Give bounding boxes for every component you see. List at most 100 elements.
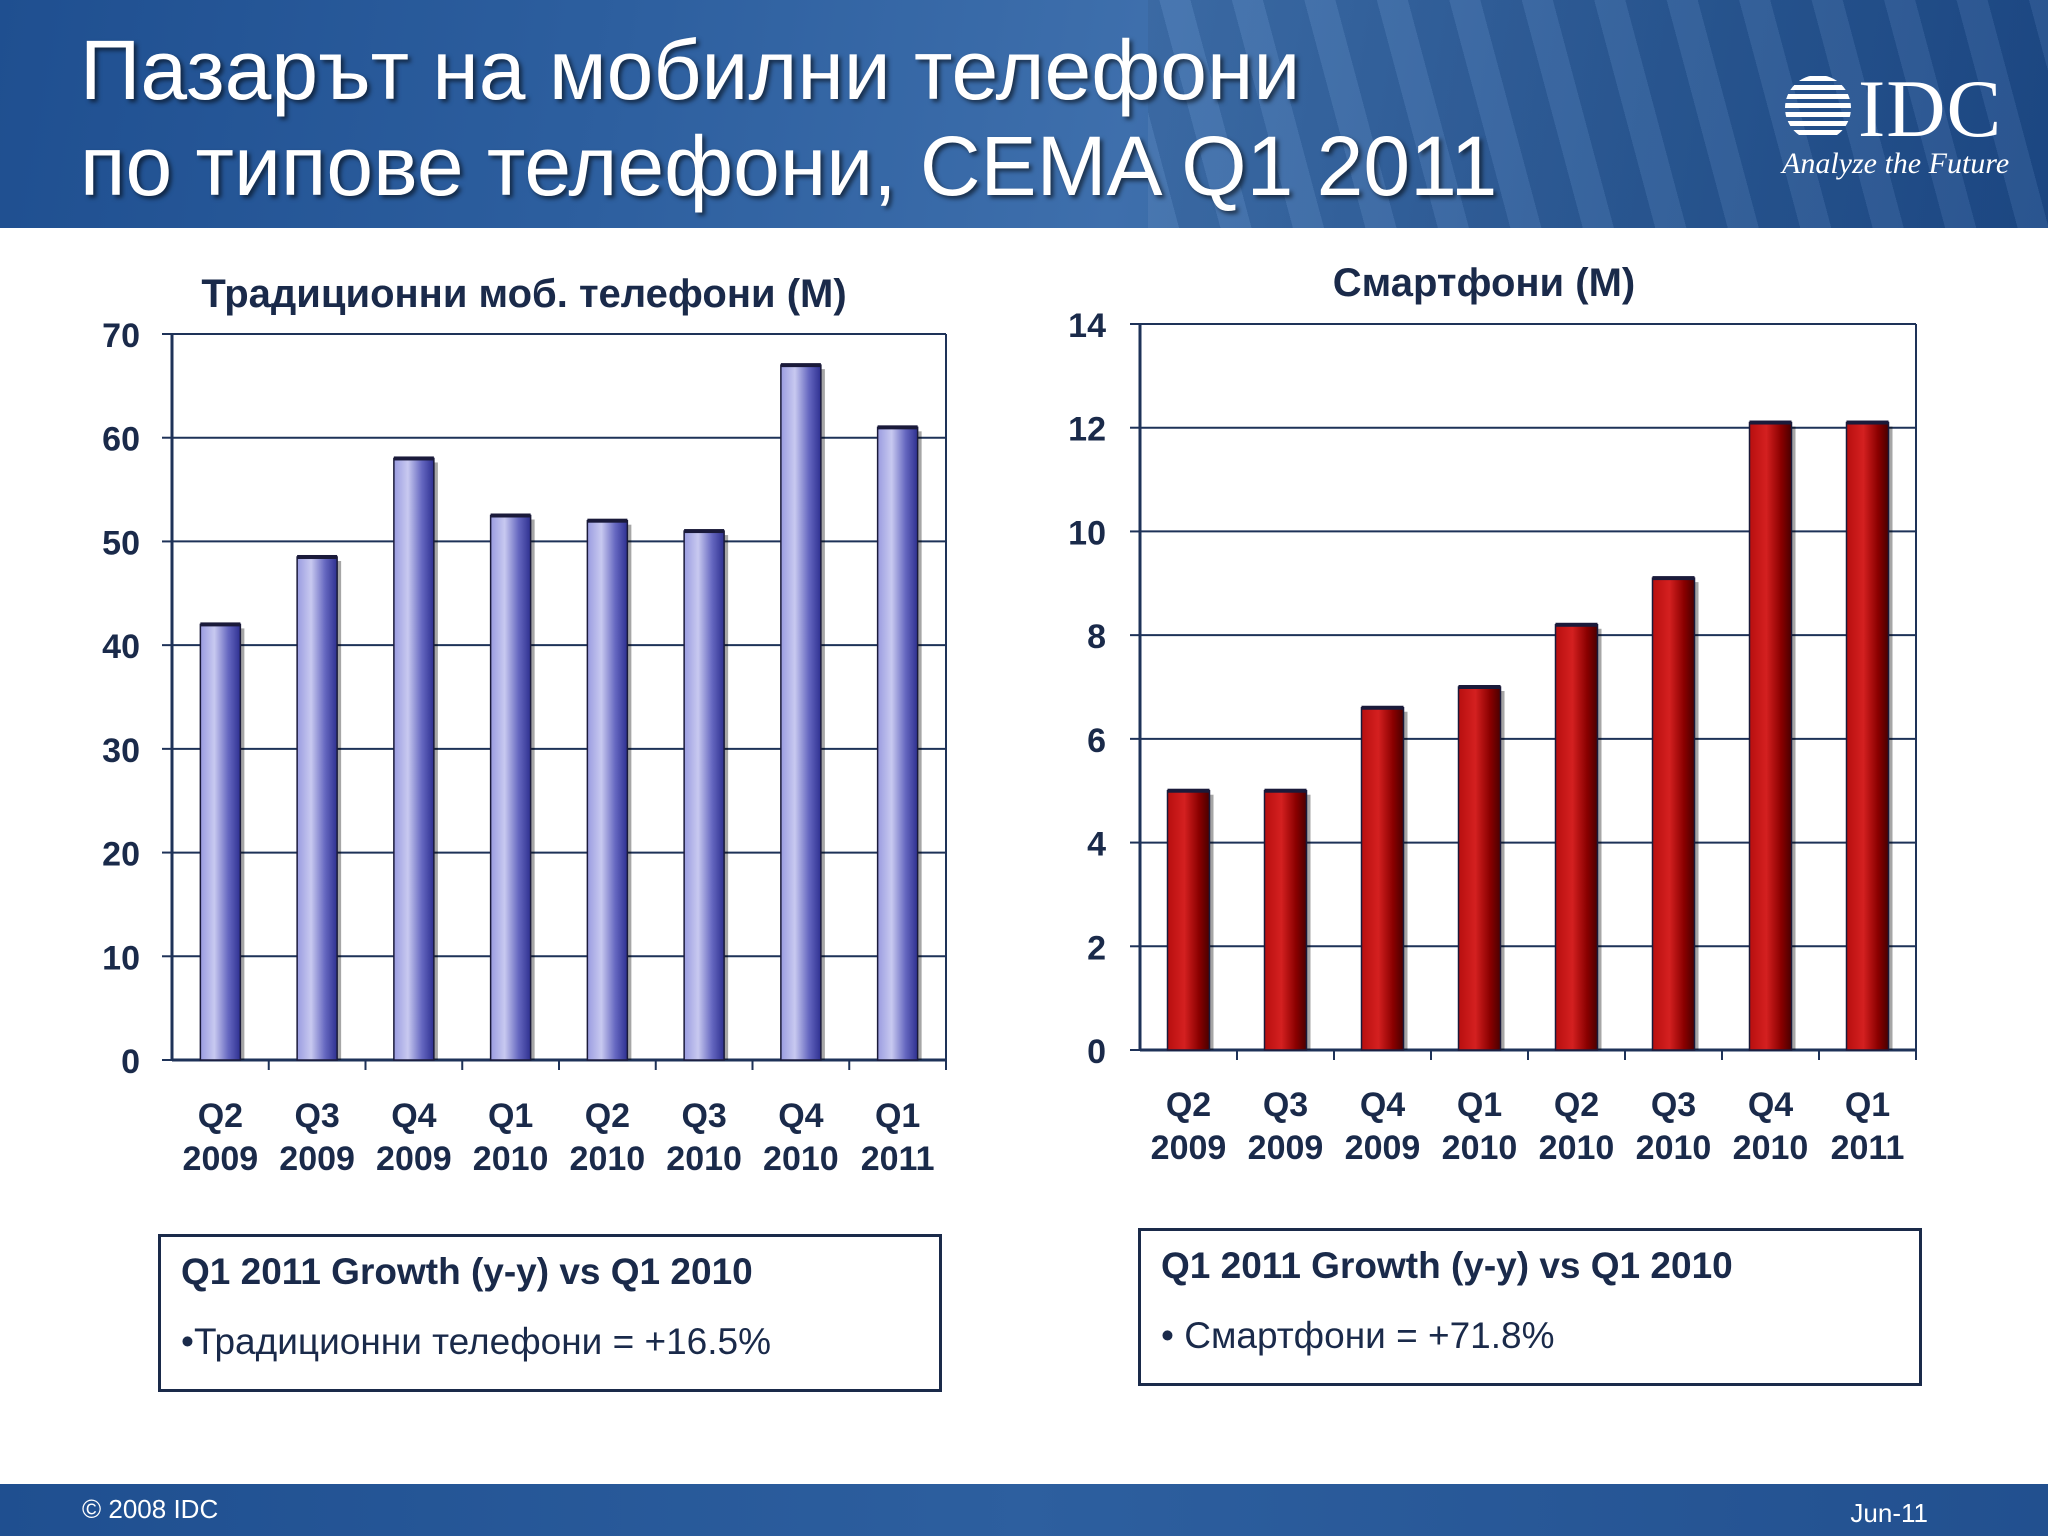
smartphone-bar-cap — [1458, 685, 1501, 689]
smartphone-category-label-year: 2010 — [1636, 1129, 1712, 1167]
traditional-phones-chart: Традиционни моб. телефони (M) 0 10 20 30 40 50… — [102, 272, 947, 1178]
smartphone-category-label: Q3 2009 — [1248, 1086, 1324, 1167]
traditional-y-tick-label: 60 — [102, 421, 140, 459]
smartphone-category-label-quarter: Q1 — [1845, 1086, 1890, 1124]
traditional-category-label: Q3 2010 — [666, 1097, 742, 1178]
smartphone-bar — [1457, 686, 1502, 1051]
traditional-bar-cap — [780, 363, 821, 368]
smartphone-bar-cap — [1167, 788, 1210, 793]
smartphone-bar — [1748, 421, 1793, 1051]
smartphone-category-label-year: 2010 — [1442, 1129, 1518, 1167]
traditional-growth-heading: Q1 2011 Growth (y-y) vs Q1 2010 — [181, 1251, 753, 1292]
smartphone-y-tick-label: 14 — [1068, 307, 1106, 345]
logo-wordmark: IDC — [1858, 63, 2003, 154]
smartphone-growth-heading: Q1 2011 Growth (y-y) vs Q1 2010 — [1161, 1245, 1733, 1286]
smartphone-bar — [1845, 421, 1890, 1051]
traditional-bar — [393, 457, 435, 1061]
smartphone-bar-cap — [1652, 576, 1695, 581]
idc-logo: IDC Analyze the Future — [1770, 63, 2010, 186]
traditional-category-label-year: 2010 — [570, 1140, 646, 1178]
traditional-growth-box: Q1 2011 Growth (y-y) vs Q1 2010 •Традици… — [158, 1234, 942, 1392]
traditional-y-tick-label: 50 — [102, 524, 140, 562]
slide-title: Пазарът на мобилни телефони по типове те… — [80, 22, 1497, 214]
logo-tagline: Analyze the Future — [1782, 147, 2010, 180]
smartphone-y-tick-label: 4 — [1087, 826, 1106, 864]
traditional-bar-cap — [587, 518, 628, 523]
smartphone-category-label: Q4 2009 — [1345, 1086, 1421, 1167]
smartphone-y-tick-label: 8 — [1087, 618, 1106, 656]
traditional-plot-area — [172, 334, 946, 1060]
smartphone-category-label: Q2 2009 — [1151, 1086, 1227, 1167]
globe-stripes-icon — [1785, 76, 1851, 135]
traditional-category-label-year: 2009 — [279, 1140, 355, 1178]
traditional-bar — [876, 426, 919, 1061]
smartphone-bar — [1360, 706, 1405, 1051]
traditional-bar — [780, 364, 822, 1061]
smartphone-bar-cap — [1555, 622, 1598, 627]
smartphone-category-label-quarter: Q1 — [1457, 1086, 1502, 1124]
smartphone-bar-cap — [1264, 788, 1307, 793]
traditional-category-label-quarter: Q3 — [681, 1097, 726, 1135]
smartphone-category-label-quarter: Q3 — [1651, 1086, 1696, 1124]
smartphone-bar-cap — [1361, 705, 1404, 710]
traditional-bar — [489, 514, 532, 1061]
traditional-category-label: Q3 2009 — [279, 1097, 355, 1178]
charts-canvas: Традиционни моб. телефони (M)01020304050… — [102, 261, 1917, 1178]
smartphone-plot-area — [1140, 324, 1916, 1050]
slide-header: Пазарът на мобилни телефони по типове те… — [0, 0, 2048, 228]
smartphone-category-label-quarter: Q3 — [1263, 1086, 1308, 1124]
smartphone-category-label-quarter: Q4 — [1360, 1086, 1405, 1124]
traditional-bar — [199, 623, 242, 1061]
smartphone-category-label: Q2 2010 — [1539, 1086, 1615, 1167]
smartphone-growth-item: • Смартфони = +71.8% — [1161, 1315, 1555, 1356]
traditional-y-tick-label: 10 — [102, 939, 140, 977]
traditional-bar-cap — [200, 622, 241, 627]
smartphone-category-label-quarter: Q2 — [1554, 1086, 1599, 1124]
traditional-category-label: Q4 2010 — [763, 1097, 839, 1178]
traditional-category-label-year: 2010 — [666, 1140, 742, 1178]
traditional-bar-cap — [393, 456, 434, 461]
smartphone-category-label-year: 2009 — [1151, 1129, 1227, 1167]
smartphone-chart-title: Смартфони (M) — [1333, 261, 1635, 305]
smartphone-category-label: Q1 2010 — [1442, 1086, 1518, 1167]
traditional-bar — [586, 519, 629, 1061]
traditional-category-label-year: 2010 — [763, 1140, 839, 1178]
traditional-chart-title: Традиционни моб. телефони (M) — [201, 272, 846, 316]
traditional-y-tick-label: 0 — [121, 1043, 140, 1081]
traditional-category-label-quarter: Q1 — [488, 1097, 533, 1135]
smartphone-y-tick-label: 2 — [1087, 929, 1106, 967]
slide-date: Jun-11 — [1850, 1498, 1928, 1528]
traditional-category-label: Q1 2010 — [473, 1097, 549, 1178]
smartphone-category-label-year: 2009 — [1248, 1129, 1324, 1167]
smartphone-category-label: Q3 2010 — [1636, 1086, 1712, 1167]
header-texture — [1148, 0, 2048, 228]
traditional-category-label-quarter: Q3 — [294, 1097, 339, 1135]
smartphone-category-label-quarter: Q4 — [1748, 1086, 1793, 1124]
slide-footer: © 2008 IDC Jun-11 — [0, 1484, 2048, 1536]
traditional-category-label-year: 2011 — [861, 1140, 935, 1178]
smartphone-category-label-year: 2011 — [1831, 1129, 1905, 1167]
traditional-category-label-year: 2010 — [473, 1140, 549, 1178]
smartphone-growth-box: Q1 2011 Growth (y-y) vs Q1 2010 • Смартф… — [1138, 1228, 1922, 1386]
traditional-category-label-quarter: Q2 — [198, 1097, 243, 1135]
traditional-category-label: Q1 2011 — [861, 1097, 935, 1178]
traditional-bar-cap — [297, 554, 338, 559]
traditional-category-label-quarter: Q1 — [875, 1097, 920, 1135]
smartphone-bar — [1166, 789, 1211, 1051]
traditional-y-tick-label: 40 — [102, 628, 140, 666]
traditional-bar-cap — [490, 513, 531, 518]
smartphone-bar — [1554, 624, 1599, 1051]
traditional-bar-cap — [877, 425, 918, 430]
copyright-text: © 2008 IDC — [82, 1494, 219, 1524]
slide-title-line-2: по типове телефони, CEMA Q1 2011 — [80, 119, 1498, 213]
smartphone-bar — [1263, 789, 1308, 1051]
slide-title-line-1: Пазарът на мобилни телефони — [80, 23, 1301, 117]
smartphone-category-label-quarter: Q2 — [1166, 1086, 1211, 1124]
smartphone-y-tick-label: 12 — [1068, 411, 1106, 449]
traditional-category-label-quarter: Q4 — [391, 1097, 436, 1135]
smartphones-chart: Смартфони (M) 0 2 4 6 8 10 12 14 Q2 2009 Q3 2009 Q4 20… — [1068, 261, 1917, 1167]
smartphone-category-label-year: 2009 — [1345, 1129, 1421, 1167]
traditional-bar — [683, 530, 725, 1061]
traditional-category-label: Q2 2009 — [183, 1097, 259, 1178]
smartphone-category-label: Q4 2010 — [1733, 1086, 1809, 1167]
